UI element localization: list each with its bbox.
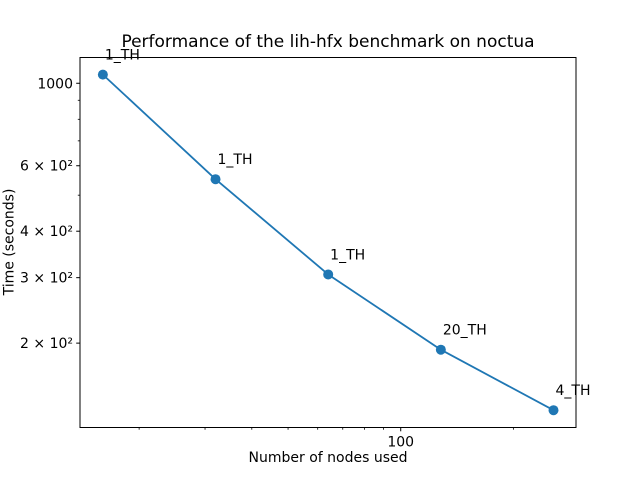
y-axis-label: Time (seconds) [1,188,18,296]
data-point [435,344,446,355]
data-point [97,69,108,80]
point-annotation: 20_TH [443,323,487,339]
y-tick-label: 1000 [37,76,73,92]
y-tick-label: 4 × 10² [20,224,73,240]
data-point [548,405,559,416]
point-annotation: 1_TH [218,152,253,168]
x-axis-label: Number of nodes used [248,450,408,466]
plot-border [79,57,577,428]
x-tick-label: 100 [387,435,414,451]
point-annotation: 4_TH [556,383,591,399]
data-line [102,73,554,412]
y-tick-label: 3 × 10² [20,271,73,287]
y-tick-label: 6 × 10² [20,159,73,175]
chart-title: Performance of the lih-hfx benchmark on … [121,32,535,52]
point-annotation: 1_TH [105,48,140,64]
data-point [323,269,334,280]
point-annotation: 1_TH [330,247,365,263]
data-point [210,174,221,185]
y-tick-label: 2 × 10² [20,336,73,352]
